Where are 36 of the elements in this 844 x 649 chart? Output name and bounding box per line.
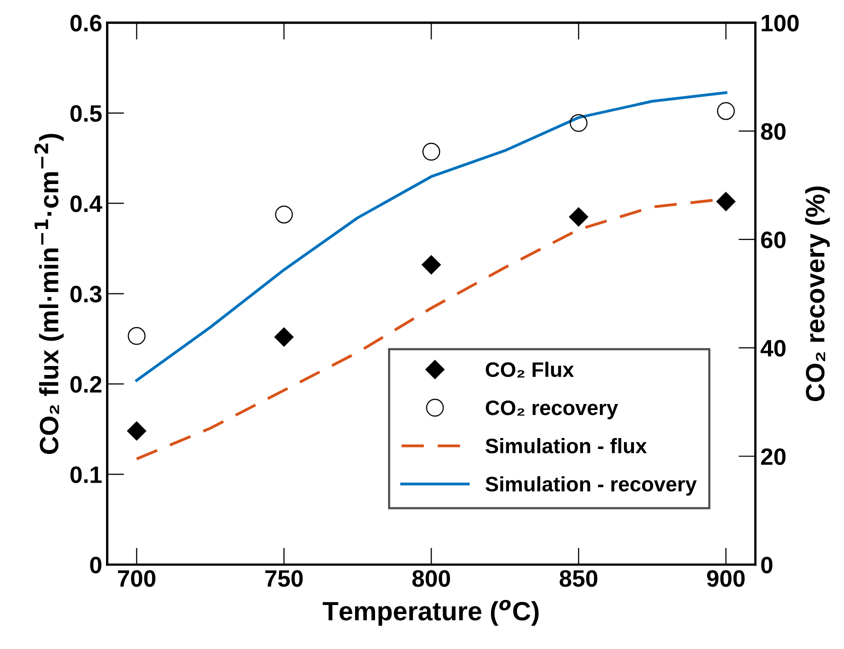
point bbox=[127, 421, 146, 441]
y-tick-label: 0.1 bbox=[70, 466, 102, 484]
point bbox=[570, 114, 588, 132]
y-tick-label: 0.3 bbox=[70, 286, 102, 302]
y-tick-label: 0.5 bbox=[70, 105, 102, 122]
x-tick-label: 700 bbox=[118, 570, 156, 587]
legend-label: Simulation - flux bbox=[486, 438, 647, 454]
point bbox=[716, 192, 736, 212]
x-axis-title: Temperature ($^{o}$C) bbox=[322, 600, 539, 626]
y-tick-label: 0 bbox=[90, 556, 102, 574]
x-tick-label: 900 bbox=[707, 570, 745, 587]
y2-tick-label: 60 bbox=[761, 232, 786, 248]
legend-label: Simulation - recovery bbox=[486, 476, 697, 496]
point bbox=[275, 206, 293, 224]
y2-tick-label: 0 bbox=[761, 556, 772, 574]
point bbox=[717, 102, 735, 120]
y2-tick-label: 40 bbox=[760, 340, 786, 357]
y2-tick-label: 80 bbox=[760, 123, 786, 140]
y-tick-label: 0.2 bbox=[70, 376, 102, 393]
x-tick-label: 850 bbox=[560, 570, 598, 587]
x-tick-label: 800 bbox=[412, 570, 450, 587]
legend-label: CO₂ recovery bbox=[486, 400, 618, 420]
point bbox=[569, 207, 588, 226]
x-tick-label: 750 bbox=[265, 570, 303, 587]
y-tick-label: 0.6 bbox=[70, 14, 102, 32]
y-tick-label: 0.4 bbox=[70, 195, 102, 212]
legend-label: CO₂ Flux bbox=[486, 362, 574, 378]
point bbox=[422, 142, 440, 161]
y2-tick-label: 20 bbox=[761, 448, 786, 466]
y2-axis-title: CO₂ recovery (%) bbox=[805, 186, 830, 402]
y2-tick-label: 100 bbox=[762, 14, 799, 32]
point bbox=[128, 327, 146, 345]
point bbox=[422, 255, 441, 274]
point bbox=[274, 327, 294, 347]
line-series bbox=[135, 91, 728, 382]
y-axis-title: CO₂ flux (ml·min$^{−1}$·cm$^{−2}$) bbox=[34, 134, 64, 454]
